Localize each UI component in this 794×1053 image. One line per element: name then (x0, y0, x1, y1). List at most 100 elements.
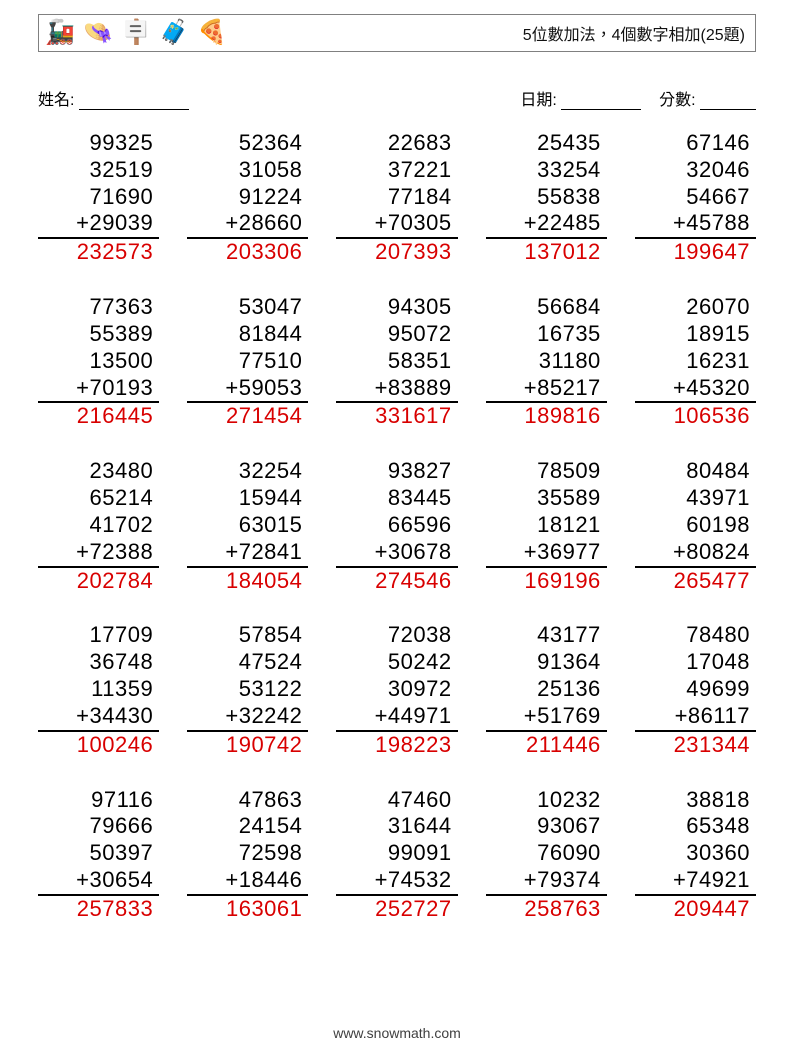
problem-10: 260701891516231+45320106536 (635, 294, 756, 430)
addend: 25136 (486, 676, 607, 703)
addend: 32519 (38, 157, 159, 184)
answer: 169196 (486, 566, 607, 595)
hat-icon: 👒 (83, 18, 113, 48)
name-blank[interactable] (79, 93, 189, 110)
addend-last: +72841 (187, 539, 308, 566)
answer: 274546 (336, 566, 457, 595)
addend: 47460 (336, 787, 457, 814)
problem-23: 474603164499091+74532252727 (336, 787, 457, 923)
name-label: 姓名: (38, 92, 74, 109)
addend: 32046 (635, 157, 756, 184)
problem-15: 804844397160198+80824265477 (635, 458, 756, 594)
addend: 91364 (486, 649, 607, 676)
problem-7: 530478184477510+59053271454 (187, 294, 308, 430)
addend: 77184 (336, 184, 457, 211)
addend: 56684 (486, 294, 607, 321)
info-line: 姓名: 日期: 分數: (38, 86, 756, 110)
problem-2: 523643105891224+28660203306 (187, 130, 308, 266)
addend: 66596 (336, 512, 457, 539)
addend-last: +59053 (187, 375, 308, 402)
answer: 199647 (635, 237, 756, 266)
addend: 18915 (635, 321, 756, 348)
addend: 37221 (336, 157, 457, 184)
addend-last: +34430 (38, 703, 159, 730)
addend-last: +45788 (635, 210, 756, 237)
addend-last: +29039 (38, 210, 159, 237)
addend: 72598 (187, 840, 308, 867)
signpost-icon: 🪧 (121, 18, 151, 48)
addend: 55389 (38, 321, 159, 348)
addend-last: +74921 (635, 867, 756, 894)
addend: 97116 (38, 787, 159, 814)
addend: 24154 (187, 813, 308, 840)
addend-last: +30678 (336, 539, 457, 566)
addend: 79666 (38, 813, 159, 840)
answer: 137012 (486, 237, 607, 266)
addend: 10232 (486, 787, 607, 814)
addend: 26070 (635, 294, 756, 321)
answer: 189816 (486, 401, 607, 430)
problem-14: 785093558918121+36977169196 (486, 458, 607, 594)
addend: 31644 (336, 813, 457, 840)
answer: 207393 (336, 237, 457, 266)
addend: 11359 (38, 676, 159, 703)
luggage-icon: 🧳 (159, 18, 189, 48)
problem-21: 971167966650397+30654257833 (38, 787, 159, 923)
answer: 209447 (635, 894, 756, 923)
addend: 31180 (486, 348, 607, 375)
addend: 36748 (38, 649, 159, 676)
addend: 76090 (486, 840, 607, 867)
addend-last: +45320 (635, 375, 756, 402)
addend: 99091 (336, 840, 457, 867)
addend: 83445 (336, 485, 457, 512)
answer: 271454 (187, 401, 308, 430)
addend: 77363 (38, 294, 159, 321)
addend-last: +36977 (486, 539, 607, 566)
answer: 190742 (187, 730, 308, 759)
addend: 81844 (187, 321, 308, 348)
addend: 17709 (38, 622, 159, 649)
problem-25: 388186534830360+74921209447 (635, 787, 756, 923)
answer: 202784 (38, 566, 159, 595)
addend: 15944 (187, 485, 308, 512)
answer: 265477 (635, 566, 756, 595)
problem-18: 720385024230972+44971198223 (336, 622, 457, 758)
addend-last: +85217 (486, 375, 607, 402)
problem-24: 102329306776090+79374258763 (486, 787, 607, 923)
addend-last: +28660 (187, 210, 308, 237)
addend: 93827 (336, 458, 457, 485)
addend-last: +22485 (486, 210, 607, 237)
addend: 77510 (187, 348, 308, 375)
answer: 331617 (336, 401, 457, 430)
addend: 17048 (635, 649, 756, 676)
problem-20: 784801704849699+86117231344 (635, 622, 756, 758)
problem-22: 478632415472598+18446163061 (187, 787, 308, 923)
pizza-icon: 🍕 (197, 18, 227, 48)
date-score-group: 日期: 分數: (520, 86, 756, 110)
addend: 78509 (486, 458, 607, 485)
answer: 198223 (336, 730, 457, 759)
addend: 43177 (486, 622, 607, 649)
addend: 49699 (635, 676, 756, 703)
addend-last: +51769 (486, 703, 607, 730)
addend: 32254 (187, 458, 308, 485)
addend: 53122 (187, 676, 308, 703)
addend: 91224 (187, 184, 308, 211)
problem-17: 578544752453122+32242190742 (187, 622, 308, 758)
addend: 95072 (336, 321, 457, 348)
addend-last: +79374 (486, 867, 607, 894)
addend-last: +44971 (336, 703, 457, 730)
addend-last: +30654 (38, 867, 159, 894)
answer: 258763 (486, 894, 607, 923)
footer-link[interactable]: www.snowmath.com (0, 1025, 794, 1041)
addend-last: +70305 (336, 210, 457, 237)
answer: 216445 (38, 401, 159, 430)
addend: 47863 (187, 787, 308, 814)
addend: 18121 (486, 512, 607, 539)
addend-last: +32242 (187, 703, 308, 730)
score-blank[interactable] (700, 93, 756, 110)
answer: 211446 (486, 730, 607, 759)
addend: 72038 (336, 622, 457, 649)
date-blank[interactable] (561, 93, 641, 110)
answer: 203306 (187, 237, 308, 266)
